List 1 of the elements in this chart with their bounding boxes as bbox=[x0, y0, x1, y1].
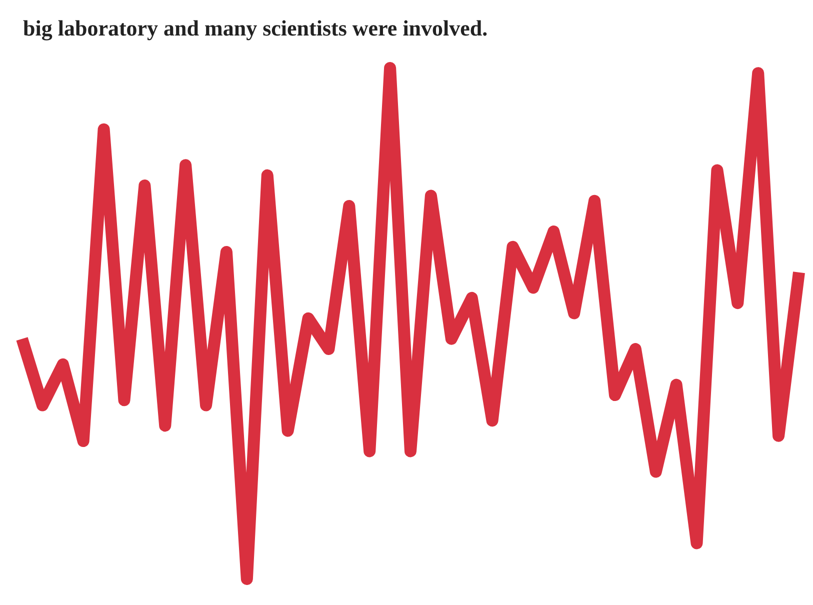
chart-title: big laboratory and many scientists were involved. bbox=[23, 16, 488, 40]
